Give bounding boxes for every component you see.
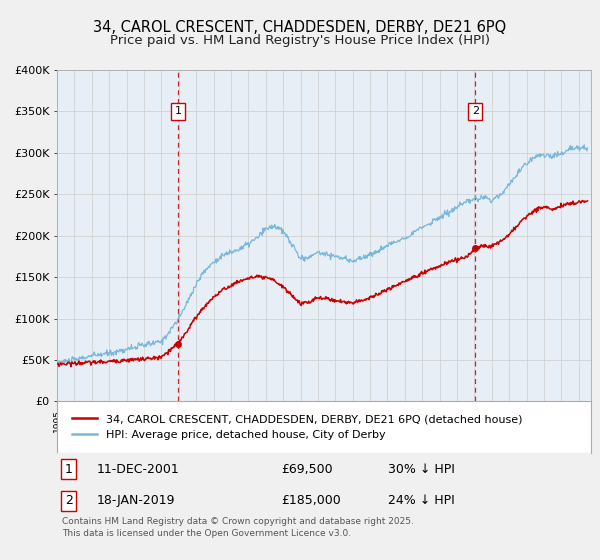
Text: £185,000: £185,000 <box>281 494 341 507</box>
Text: Contains HM Land Registry data © Crown copyright and database right 2025.
This d: Contains HM Land Registry data © Crown c… <box>62 517 414 538</box>
Text: 2: 2 <box>65 494 73 507</box>
Text: 2: 2 <box>472 106 479 116</box>
Legend: 34, CAROL CRESCENT, CHADDESDEN, DERBY, DE21 6PQ (detached house), HPI: Average p: 34, CAROL CRESCENT, CHADDESDEN, DERBY, D… <box>68 409 527 445</box>
Text: 30% ↓ HPI: 30% ↓ HPI <box>388 463 455 475</box>
Text: Price paid vs. HM Land Registry's House Price Index (HPI): Price paid vs. HM Land Registry's House … <box>110 34 490 46</box>
Text: 24% ↓ HPI: 24% ↓ HPI <box>388 494 455 507</box>
Text: £69,500: £69,500 <box>281 463 333 475</box>
Text: 34, CAROL CRESCENT, CHADDESDEN, DERBY, DE21 6PQ: 34, CAROL CRESCENT, CHADDESDEN, DERBY, D… <box>94 20 506 35</box>
Text: 1: 1 <box>65 463 73 475</box>
Text: 1: 1 <box>175 106 181 116</box>
Text: 11-DEC-2001: 11-DEC-2001 <box>97 463 180 475</box>
Text: 18-JAN-2019: 18-JAN-2019 <box>97 494 176 507</box>
